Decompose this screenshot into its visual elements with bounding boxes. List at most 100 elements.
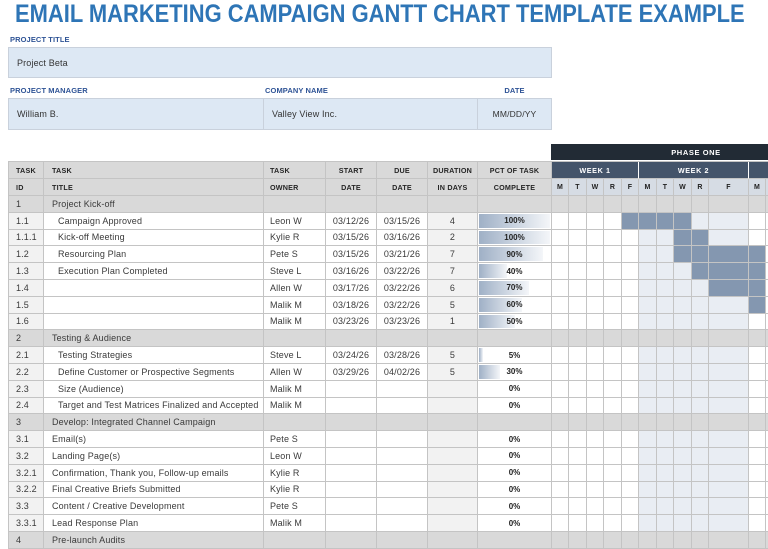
gantt-bar-cell[interactable] <box>749 263 766 280</box>
due-date-cell[interactable] <box>377 464 428 482</box>
duration-cell[interactable]: 1 <box>428 313 478 331</box>
task-owner-cell[interactable]: Malik M <box>264 313 326 331</box>
task-id-cell[interactable]: 3.3.1 <box>9 515 44 532</box>
gantt-cell[interactable] <box>639 279 657 297</box>
due-date-cell[interactable]: 03/28/26 <box>377 347 428 364</box>
task-title-cell[interactable]: Email(s) <box>44 431 264 448</box>
pct-complete-cell[interactable]: 0% <box>478 397 552 415</box>
due-date-cell[interactable]: 03/22/26 <box>377 279 428 297</box>
gantt-cell[interactable] <box>749 363 766 381</box>
gantt-cell[interactable] <box>552 431 569 448</box>
start-date-cell[interactable] <box>326 515 377 532</box>
gantt-cell[interactable] <box>674 363 692 381</box>
gantt-cell[interactable] <box>552 196 569 213</box>
task-title-cell[interactable] <box>44 279 264 297</box>
task-title-cell[interactable]: Target and Test Matrices Finalized and A… <box>44 397 264 415</box>
gantt-cell[interactable] <box>604 531 622 549</box>
gantt-cell[interactable] <box>587 447 604 465</box>
gantt-cell[interactable] <box>569 380 587 398</box>
task-title-cell[interactable]: Size (Audience) <box>44 380 264 398</box>
gantt-cell[interactable] <box>569 363 587 381</box>
pct-complete-cell[interactable]: 0% <box>478 380 552 398</box>
pct-complete-cell[interactable]: 50% <box>478 313 552 331</box>
gantt-cell[interactable] <box>587 498 604 516</box>
due-date-cell[interactable]: 03/22/26 <box>377 263 428 280</box>
task-owner-cell[interactable] <box>264 531 326 549</box>
task-id-cell[interactable]: 2.2 <box>9 363 44 381</box>
gantt-cell[interactable] <box>692 515 709 532</box>
gantt-cell[interactable] <box>692 279 709 297</box>
start-date-cell[interactable] <box>326 380 377 398</box>
task-id-cell[interactable]: 1.1.1 <box>9 229 44 247</box>
gantt-cell[interactable] <box>766 314 768 331</box>
gantt-cell[interactable] <box>692 212 709 230</box>
gantt-cell[interactable] <box>587 363 604 381</box>
gantt-cell[interactable] <box>674 414 692 432</box>
start-date-cell[interactable] <box>326 431 377 448</box>
gantt-cell[interactable] <box>604 347 622 364</box>
start-date-cell[interactable] <box>326 498 377 516</box>
task-owner-cell[interactable] <box>264 414 326 432</box>
gantt-bar-cell[interactable] <box>692 263 709 280</box>
pct-complete-cell[interactable]: 0% <box>478 498 552 516</box>
pct-complete-cell[interactable]: 5% <box>478 347 552 364</box>
gantt-cell[interactable] <box>766 280 768 297</box>
gantt-cell[interactable] <box>604 196 622 213</box>
task-id-cell[interactable]: 2 <box>9 330 44 348</box>
gantt-cell[interactable] <box>552 531 569 549</box>
gantt-cell[interactable] <box>587 313 604 331</box>
pct-complete-cell[interactable]: 40% <box>478 263 552 280</box>
start-date-cell[interactable] <box>326 481 377 499</box>
gantt-cell[interactable] <box>569 464 587 482</box>
gantt-cell[interactable] <box>604 279 622 297</box>
task-owner-cell[interactable]: Pete S <box>264 431 326 448</box>
gantt-cell[interactable] <box>569 246 587 264</box>
gantt-cell[interactable] <box>622 447 639 465</box>
gantt-cell[interactable] <box>749 330 766 348</box>
due-date-cell[interactable]: 04/02/26 <box>377 363 428 381</box>
start-date-cell[interactable]: 03/29/26 <box>326 363 377 381</box>
gantt-cell[interactable] <box>552 397 569 415</box>
gantt-cell[interactable] <box>622 246 639 264</box>
gantt-cell[interactable] <box>569 515 587 532</box>
gantt-cell[interactable] <box>766 531 768 549</box>
task-owner-cell[interactable]: Allen W <box>264 363 326 381</box>
duration-cell[interactable]: 5 <box>428 347 478 364</box>
gantt-cell[interactable] <box>622 330 639 348</box>
gantt-cell[interactable] <box>766 213 768 230</box>
gantt-cell[interactable] <box>692 498 709 516</box>
gantt-cell[interactable] <box>604 414 622 432</box>
gantt-cell[interactable] <box>766 196 768 213</box>
task-id-cell[interactable]: 2.3 <box>9 380 44 398</box>
gantt-bar-cell[interactable] <box>639 212 657 230</box>
task-title-cell[interactable]: Content / Creative Development <box>44 498 264 516</box>
duration-cell[interactable]: 6 <box>428 279 478 297</box>
gantt-cell[interactable] <box>657 380 674 398</box>
start-date-cell[interactable] <box>326 330 377 348</box>
company-name-field[interactable]: Valley View Inc. <box>263 98 478 130</box>
task-id-cell[interactable]: 1.6 <box>9 313 44 331</box>
gantt-bar-cell[interactable] <box>622 212 639 230</box>
gantt-cell[interactable] <box>587 414 604 432</box>
gantt-cell[interactable] <box>709 397 749 415</box>
gantt-cell[interactable] <box>766 347 768 364</box>
start-date-cell[interactable]: 03/18/26 <box>326 296 377 314</box>
gantt-cell[interactable] <box>657 330 674 348</box>
gantt-cell[interactable] <box>749 397 766 415</box>
gantt-cell[interactable] <box>552 212 569 230</box>
duration-cell[interactable] <box>428 481 478 499</box>
gantt-cell[interactable] <box>622 363 639 381</box>
duration-cell[interactable] <box>428 330 478 348</box>
start-date-cell[interactable]: 03/24/26 <box>326 347 377 364</box>
start-date-cell[interactable]: 03/12/26 <box>326 212 377 230</box>
due-date-cell[interactable]: 03/23/26 <box>377 313 428 331</box>
gantt-cell[interactable] <box>749 481 766 499</box>
duration-cell[interactable]: 7 <box>428 246 478 264</box>
gantt-cell[interactable] <box>692 347 709 364</box>
duration-cell[interactable] <box>428 414 478 432</box>
gantt-cell[interactable] <box>674 481 692 499</box>
gantt-bar-cell[interactable] <box>674 229 692 247</box>
gantt-cell[interactable] <box>604 212 622 230</box>
gantt-cell[interactable] <box>749 313 766 331</box>
gantt-cell[interactable] <box>674 347 692 364</box>
